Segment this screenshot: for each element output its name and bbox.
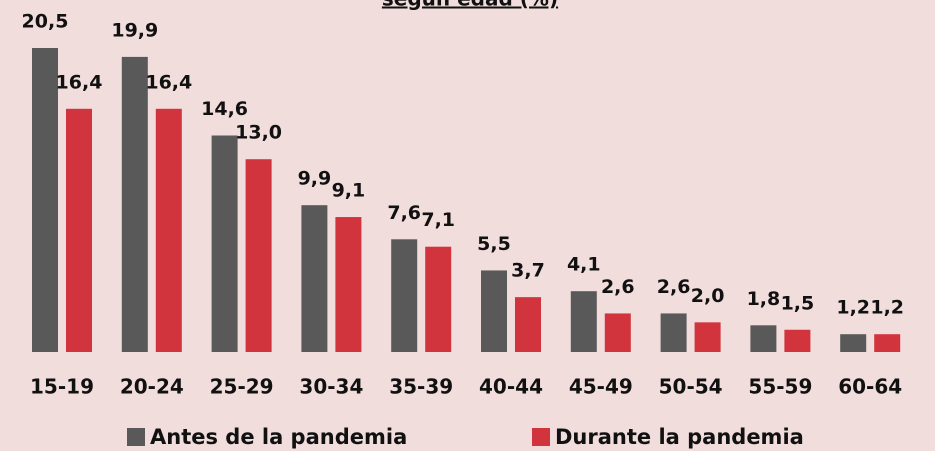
- bar: [784, 329, 811, 352]
- bar: [391, 239, 418, 352]
- bar: [604, 313, 631, 352]
- bar: [155, 108, 182, 352]
- bar: [211, 135, 238, 352]
- data-label: 14,6: [201, 98, 248, 120]
- data-label: 19,9: [111, 19, 158, 41]
- data-label: 1,8: [747, 288, 781, 310]
- data-label: 7,1: [421, 209, 455, 231]
- legend-label: Durante la pandemia: [555, 425, 804, 449]
- x-tick-label: 35-39: [389, 375, 453, 399]
- bar: [335, 217, 362, 352]
- data-label: 4,1: [567, 254, 601, 276]
- x-tick-label: 55-59: [748, 375, 812, 399]
- bar: [750, 325, 777, 352]
- bar: [694, 322, 721, 352]
- bar: [481, 270, 507, 352]
- legend-swatch: [127, 428, 145, 446]
- data-label: 3,7: [511, 260, 545, 282]
- x-tick-label: 45-49: [569, 375, 633, 399]
- bar: [515, 297, 541, 352]
- x-tick-label: 25-29: [210, 375, 274, 399]
- bar: [66, 108, 92, 352]
- bar: [840, 334, 867, 352]
- data-label: 9,1: [332, 180, 366, 202]
- legend-label: Antes de la pandemia: [150, 425, 407, 449]
- data-label: 16,4: [56, 71, 103, 93]
- chart-title: según edad (%): [382, 0, 558, 11]
- bar: [245, 159, 272, 352]
- data-label: 2,6: [601, 276, 635, 298]
- x-tick-label: 15-19: [30, 375, 94, 399]
- bar: [121, 56, 148, 353]
- bar: [660, 313, 687, 352]
- x-tick-label: 20-24: [120, 375, 184, 399]
- data-label: 20,5: [22, 11, 69, 33]
- data-label: 7,6: [387, 202, 421, 224]
- x-tick-label: 40-44: [479, 375, 543, 399]
- data-label: 2,0: [691, 285, 725, 307]
- bar: [425, 246, 452, 352]
- data-label: 2,6: [657, 276, 691, 298]
- x-tick-label: 30-34: [299, 375, 363, 399]
- x-tick-label: 50-54: [659, 375, 723, 399]
- x-tick-label: 60-64: [838, 375, 902, 399]
- data-label: 1,2: [836, 297, 870, 319]
- data-label: 9,9: [298, 168, 332, 190]
- data-label: 5,5: [477, 233, 511, 255]
- bar: [301, 205, 328, 352]
- data-label: 16,4: [145, 71, 192, 93]
- bar: [570, 291, 597, 352]
- legend-swatch: [532, 428, 550, 446]
- data-label: 13,0: [235, 122, 282, 144]
- data-label: 1,2: [870, 297, 904, 319]
- bar: [874, 334, 901, 352]
- bar: [32, 48, 58, 352]
- data-label: 1,5: [781, 292, 815, 314]
